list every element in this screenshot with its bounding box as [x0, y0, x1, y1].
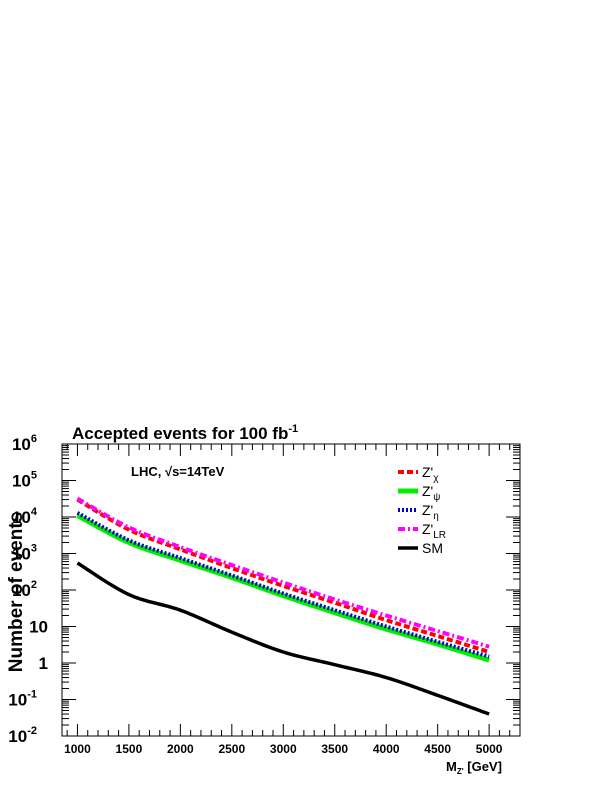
- x-tick-label: 3500: [321, 742, 348, 756]
- x-tick-label: 4000: [373, 742, 400, 756]
- chart-title: Accepted events for 100 fb-1: [72, 423, 298, 443]
- y-tick-label-base: 10: [12, 472, 31, 491]
- series-line-3: [76, 496, 490, 649]
- y-tick-label-exponent: -2: [27, 725, 37, 737]
- x-axis-label-main: M: [446, 759, 457, 774]
- energy-annotation: LHC, √s=14TeV: [131, 464, 225, 479]
- series-line-4: [76, 561, 490, 716]
- axis-ticks: 1000 1500 2000 2500 3000 3500 4000 4500 500010-2…: [8, 433, 520, 756]
- y-tick-label: 10-2: [8, 725, 37, 746]
- y-tick-label: 10-1: [8, 689, 37, 710]
- x-axis-label-unit: [GeV]: [464, 759, 502, 774]
- y-tick-label-base: 10: [8, 727, 27, 746]
- legend-label-subscript: LR: [433, 530, 446, 541]
- legend-label-name: Z': [422, 483, 433, 499]
- chart-title-text: Accepted events for 100 fb: [72, 424, 288, 443]
- x-tick-label: 3000: [270, 742, 297, 756]
- y-tick-label-exponent: 2: [31, 579, 37, 591]
- series-line-2: [76, 511, 490, 659]
- legend-label-2: Z'η: [422, 502, 439, 522]
- x-tick-label: 1500: [116, 742, 143, 756]
- y-tick-label-base: 10: [12, 581, 31, 600]
- legend-label-name: SM: [422, 540, 443, 556]
- series-lines: [76, 496, 490, 716]
- x-tick-label: 5000: [476, 742, 503, 756]
- legend-label-name: Z': [422, 464, 433, 480]
- y-tick-label: 103: [12, 543, 37, 564]
- x-tick-label: 4500: [424, 742, 451, 756]
- y-tick-label-base: 10: [8, 691, 27, 710]
- y-tick-label: 104: [12, 506, 38, 527]
- plot-frame: [61, 443, 521, 737]
- y-tick-label-exponent: 5: [31, 470, 37, 482]
- y-tick-label-base: 10: [12, 545, 31, 564]
- y-tick-label-exponent: 6: [31, 433, 37, 445]
- x-tick-label: 2000: [167, 742, 194, 756]
- plot-border: [61, 443, 521, 737]
- legend-label-subscript: ψ: [433, 492, 440, 503]
- legend-label-subscript: χ: [433, 473, 439, 484]
- y-tick-label-exponent: -1: [27, 689, 37, 701]
- legend-label-name: Z': [422, 502, 433, 518]
- y-tick-label: 1: [39, 654, 48, 673]
- y-tick-label: 106: [12, 433, 37, 454]
- y-tick-label-base: 10: [12, 508, 31, 527]
- legend-label-name: Z': [422, 521, 433, 537]
- x-tick-label: 2500: [218, 742, 245, 756]
- legend-label-1: Z'ψ: [422, 483, 440, 503]
- series-line-1: [76, 513, 490, 663]
- x-axis-label-sub: Z': [457, 767, 464, 776]
- y-tick-label-exponent: 4: [31, 506, 38, 518]
- legend-label-0: Z'χ: [422, 464, 439, 484]
- y-tick-label: 105: [12, 470, 37, 491]
- legend-label-subscript: η: [433, 511, 439, 522]
- x-tick-label: 1000: [64, 742, 91, 756]
- y-tick-label: 10: [29, 618, 48, 637]
- x-axis-label: MZ' [GeV]: [446, 759, 502, 776]
- legend-label-3: Z'LR: [422, 521, 446, 541]
- chart-title-superscript: -1: [288, 423, 298, 435]
- y-tick-label-exponent: 3: [31, 543, 37, 555]
- y-tick-label-base: 10: [12, 435, 31, 454]
- y-tick-label: 102: [12, 579, 37, 600]
- y-axis-label: Number of events: [6, 512, 27, 672]
- legend-label-4: SM: [422, 540, 443, 556]
